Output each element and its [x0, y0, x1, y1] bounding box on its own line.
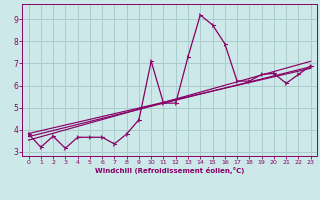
X-axis label: Windchill (Refroidissement éolien,°C): Windchill (Refroidissement éolien,°C) — [95, 167, 244, 174]
